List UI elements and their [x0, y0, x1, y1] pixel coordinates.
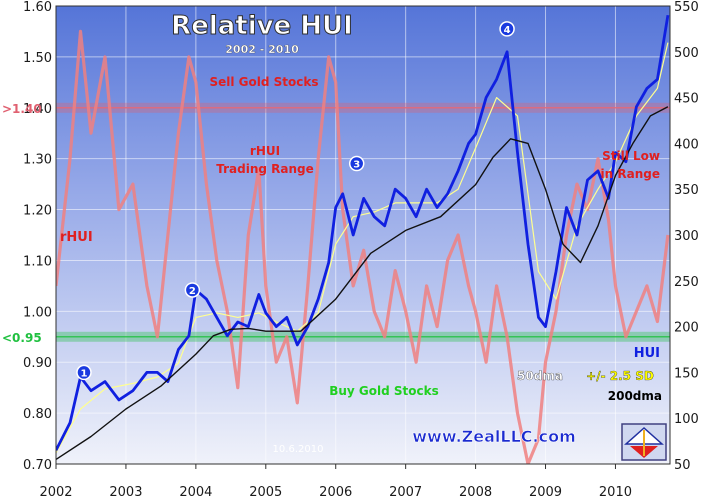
- marker-circle: [499, 21, 515, 37]
- series-line-hui: [56, 14, 670, 451]
- band-label: >1.40: [2, 102, 42, 116]
- right-tick-label: 350: [674, 183, 699, 198]
- left-tick-label: 1.10: [23, 254, 52, 269]
- series-layer: [56, 14, 670, 464]
- marker-circle: [184, 282, 201, 298]
- left-tick-label: 1.40: [23, 102, 52, 117]
- right-axis: 50 100 150 200 250 300 350 400 450 500 550: [674, 0, 699, 473]
- sd-label: +/- 2.5 SD: [586, 369, 654, 383]
- right-tick-label: 550: [674, 0, 699, 15]
- date-stamp: 10.6.2010: [273, 444, 324, 455]
- chart-subtitle: 2002 - 2010: [225, 43, 299, 56]
- right-tick-label: 450: [674, 92, 699, 107]
- annotations-layer: Relative HUI 2002 - 2010 Sell Gold Stock…: [60, 11, 667, 461]
- range-annotation-line2: Trading Range: [216, 162, 314, 176]
- series-line-50dma: [56, 42, 669, 454]
- left-tick-label: 1.20: [23, 204, 52, 219]
- x-tick-label: 2003: [109, 485, 142, 500]
- right-tick-label: 100: [674, 412, 699, 427]
- x-axis: 2002 2003 2004 2005 2006 2007 2008 2009 2010: [39, 464, 632, 500]
- left-tick-label: 1.30: [23, 153, 52, 168]
- x-tick-label: 2007: [389, 485, 422, 500]
- range-annotation-line1: rHUI: [250, 144, 280, 158]
- dma200-label: 200dma: [608, 389, 662, 403]
- right-tick-label: 150: [674, 366, 699, 381]
- zeal-logo: [621, 423, 667, 461]
- right-tick-label: 250: [674, 275, 699, 290]
- left-axis: 0.70 0.80 0.90 1.00 1.10 1.20 1.30 1.40 1.50 1.60…: [2, 0, 52, 473]
- chart-title: Relative HUI: [171, 11, 353, 41]
- marker-circle: [76, 364, 92, 381]
- series-line-rhui: [56, 29, 670, 464]
- x-tick-label: 2006: [319, 485, 352, 500]
- marker-label: 4: [504, 25, 511, 36]
- sell-annotation: Sell Gold Stocks: [209, 75, 318, 89]
- left-tick-label: 0.90: [23, 356, 52, 371]
- x-tick-label: 2009: [529, 485, 562, 500]
- marker-label: 1: [80, 368, 87, 379]
- left-tick-label: 0.80: [23, 407, 52, 422]
- right-tick-label: 300: [674, 229, 699, 244]
- x-tick-label: 2008: [459, 485, 492, 500]
- x-tick-label: 2010: [599, 485, 632, 500]
- marker-circle: [348, 155, 365, 172]
- right-tick-label: 200: [674, 321, 699, 336]
- series-line-200dma: [56, 106, 669, 460]
- buy-annotation: Buy Gold Stocks: [329, 384, 439, 398]
- x-tick-label: 2005: [249, 485, 282, 500]
- rhui-series-label: rHUI: [60, 230, 93, 245]
- website-label: www.ZealLLC.com: [412, 427, 576, 446]
- hui-series-label: HUI: [634, 346, 660, 361]
- markers-layer: 1 2 3 4: [76, 21, 515, 381]
- left-tick-label: 0.70: [23, 458, 52, 473]
- still-low-line2: in Range: [601, 167, 660, 181]
- band-label: <0.95: [2, 331, 42, 345]
- right-tick-label: 500: [674, 46, 699, 61]
- marker-label: 2: [189, 286, 196, 297]
- marker-label: 3: [353, 160, 360, 171]
- x-tick-label: 2002: [39, 485, 72, 500]
- right-tick-label: 50: [674, 458, 691, 473]
- dma50-label: 50dma: [517, 369, 563, 383]
- left-tick-label: 1.50: [23, 51, 52, 66]
- plot-frame: [55, 5, 671, 465]
- still-low-line1: Still Low: [602, 149, 660, 163]
- x-tick-label: 2004: [179, 485, 212, 500]
- left-tick-label: 1.60: [23, 0, 52, 15]
- right-tick-label: 400: [674, 137, 699, 152]
- left-tick-label: 1.00: [23, 305, 52, 320]
